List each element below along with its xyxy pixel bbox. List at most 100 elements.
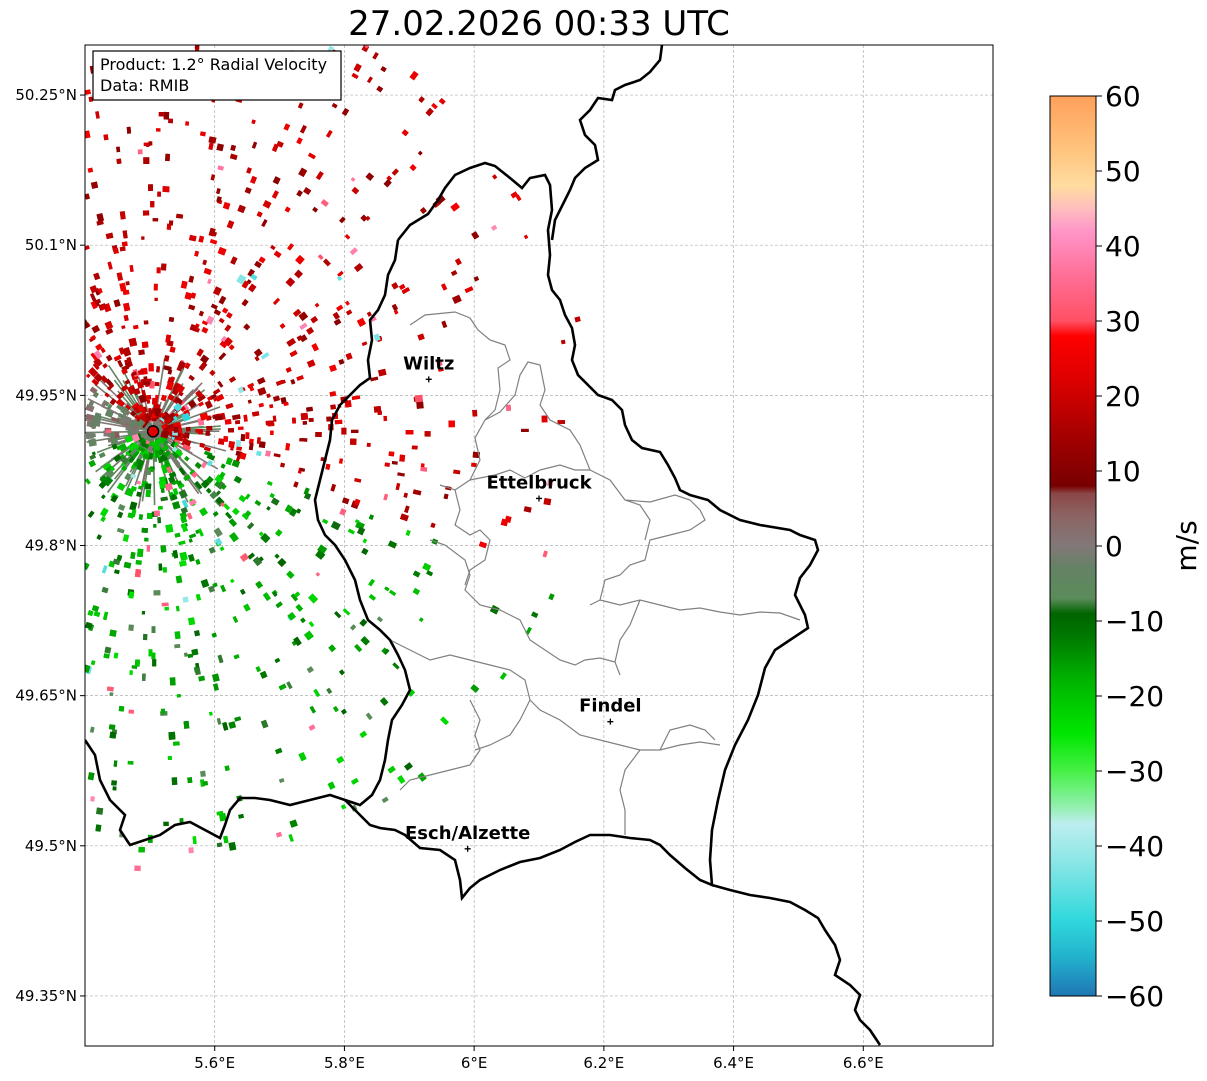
velocity-gate bbox=[438, 98, 446, 105]
velocity-gate bbox=[201, 326, 209, 334]
velocity-gate bbox=[141, 673, 146, 681]
velocity-gate bbox=[257, 387, 267, 396]
velocity-gate bbox=[380, 66, 387, 73]
velocity-gate bbox=[139, 369, 144, 375]
velocity-gate bbox=[228, 376, 237, 383]
velocity-gate bbox=[209, 490, 218, 500]
velocity-gate bbox=[392, 662, 400, 670]
velocity-gate bbox=[138, 846, 145, 853]
velocity-gate bbox=[224, 418, 232, 425]
velocity-gate bbox=[216, 196, 222, 203]
velocity-gate bbox=[205, 475, 214, 484]
velocity-gate bbox=[438, 367, 444, 372]
velocity-gate bbox=[326, 687, 333, 695]
velocity-gate bbox=[216, 718, 222, 725]
velocity-gate bbox=[252, 556, 263, 567]
lat-tick-label: 49.35°N bbox=[15, 987, 77, 1005]
velocity-gate bbox=[499, 672, 507, 681]
velocity-gate bbox=[330, 520, 341, 531]
velocity-gate bbox=[203, 446, 211, 452]
velocity-gate bbox=[354, 519, 360, 524]
velocity-gate bbox=[125, 281, 130, 286]
velocity-gate bbox=[232, 507, 240, 516]
velocity-gate bbox=[391, 303, 399, 311]
colorbar-tick-label: −30 bbox=[1105, 755, 1164, 788]
product-info-box: Product: 1.2° Radial Velocity Data: RMIB bbox=[92, 50, 342, 101]
velocity-gate bbox=[269, 492, 275, 499]
velocity-gate bbox=[129, 264, 134, 273]
axis-ticks: 50.25°N 50.1°N 49.95°N 49.8°N 49.65°N 49.5°N 4… bbox=[15, 86, 883, 1072]
velocity-gate bbox=[207, 585, 216, 593]
velocity-gate bbox=[256, 211, 263, 218]
velocity-gate bbox=[277, 557, 287, 567]
velocity-gate bbox=[448, 420, 455, 428]
velocity-gate bbox=[293, 636, 302, 647]
velocity-gate bbox=[87, 167, 94, 173]
velocity-gate bbox=[93, 611, 101, 618]
velocity-gate bbox=[100, 347, 106, 354]
velocity-gate bbox=[227, 428, 235, 433]
velocity-gate bbox=[470, 684, 480, 693]
velocity-gate bbox=[430, 522, 436, 529]
velocity-gate bbox=[262, 592, 272, 602]
velocity-gate bbox=[228, 518, 237, 527]
velocity-gate bbox=[131, 665, 138, 669]
velocity-gate bbox=[178, 489, 188, 499]
velocity-gate bbox=[339, 508, 347, 516]
velocity-gate bbox=[189, 324, 198, 332]
velocity-gate bbox=[117, 359, 124, 368]
velocity-gate bbox=[85, 193, 90, 200]
velocity-gate bbox=[322, 518, 329, 525]
velocity-gate bbox=[275, 747, 283, 755]
velocity-gate bbox=[172, 550, 179, 559]
velocity-gate bbox=[510, 191, 519, 199]
velocity-gate bbox=[422, 562, 432, 572]
velocity-gate bbox=[542, 550, 548, 558]
velocity-gate bbox=[489, 605, 500, 615]
velocity-gate bbox=[137, 381, 144, 389]
velocity-gate bbox=[262, 200, 272, 209]
velocity-gate bbox=[241, 299, 249, 307]
velocity-gate bbox=[180, 280, 188, 289]
velocity-gate bbox=[345, 352, 353, 360]
velocity-gate bbox=[92, 420, 101, 427]
velocity-gate bbox=[85, 130, 91, 139]
velocity-gate bbox=[206, 425, 213, 431]
velocity-gate bbox=[116, 158, 122, 165]
velocity-gate bbox=[355, 521, 365, 531]
velocity-gate bbox=[247, 399, 252, 404]
velocity-gate bbox=[266, 393, 271, 398]
velocity-gate bbox=[350, 177, 356, 182]
velocity-gate bbox=[113, 431, 120, 439]
velocity-gate bbox=[409, 164, 417, 172]
velocity-gate bbox=[315, 432, 322, 437]
velocity-gate bbox=[383, 493, 389, 501]
velocity-gate bbox=[160, 443, 170, 452]
colorbar-tick-label: 30 bbox=[1105, 305, 1141, 338]
velocity-gate bbox=[290, 378, 296, 385]
velocity-gate bbox=[247, 283, 257, 293]
velocity-gate bbox=[367, 76, 373, 84]
velocity-gate bbox=[299, 334, 308, 343]
velocity-gate bbox=[161, 602, 169, 607]
velocity-gate bbox=[128, 430, 132, 437]
velocity-gate bbox=[188, 275, 195, 283]
velocity-gate bbox=[225, 402, 234, 410]
velocity-gate bbox=[270, 244, 276, 251]
velocity-gate bbox=[289, 819, 298, 828]
velocity-gate bbox=[222, 201, 231, 210]
velocity-gate bbox=[237, 426, 244, 430]
velocity-gate bbox=[302, 421, 308, 425]
velocity-gate bbox=[102, 363, 108, 369]
velocity-gate bbox=[523, 506, 532, 513]
velocity-gate bbox=[401, 287, 411, 295]
colorbar-tick-label: 60 bbox=[1105, 80, 1141, 113]
velocity-gate bbox=[397, 775, 406, 784]
velocity-gate bbox=[133, 462, 139, 468]
velocity-gate bbox=[261, 219, 268, 228]
velocity-gate bbox=[109, 692, 114, 697]
velocity-gate bbox=[91, 451, 96, 456]
velocity-gate bbox=[122, 230, 128, 239]
velocity-gate bbox=[241, 280, 250, 289]
velocity-gate bbox=[412, 570, 421, 578]
